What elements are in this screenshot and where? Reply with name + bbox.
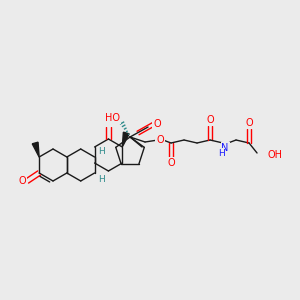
Text: H: H [99,175,105,184]
Text: H: H [218,148,224,158]
Text: N: N [221,143,229,153]
Text: O: O [206,115,214,125]
Text: O: O [153,119,161,129]
Polygon shape [122,132,129,147]
Text: O: O [18,176,26,186]
Text: O: O [245,118,253,128]
Text: O: O [105,116,112,126]
Text: HO: HO [105,113,120,123]
Text: O: O [167,158,175,168]
Text: O: O [156,135,164,145]
Text: OH: OH [267,150,282,160]
Polygon shape [32,142,39,157]
Text: H: H [99,146,105,155]
